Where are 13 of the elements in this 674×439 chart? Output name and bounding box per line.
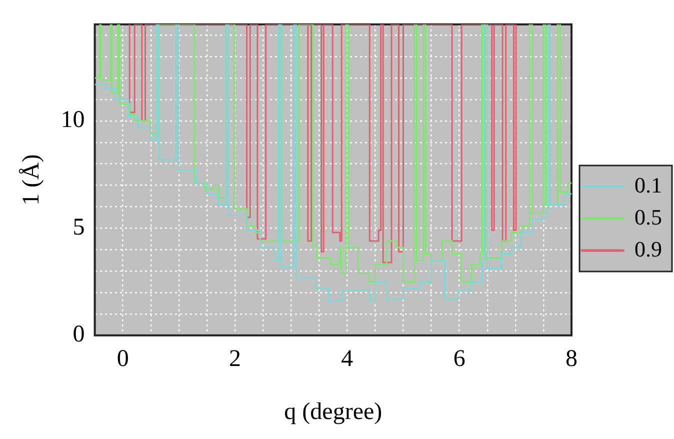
- y-tick-label: 0: [72, 322, 85, 348]
- x-tick-label: 6: [453, 346, 466, 372]
- y-axis-title: 1 (Å): [18, 154, 45, 206]
- x-axis-title: q (degree): [284, 398, 382, 425]
- legend-label: 0.1: [634, 172, 662, 198]
- x-tick-label: 8: [566, 346, 578, 372]
- legend-label: 0.9: [634, 236, 662, 262]
- x-tick-label: 4: [341, 346, 354, 372]
- y-tick-label: 10: [60, 107, 85, 134]
- x-tick-label: 0: [116, 346, 129, 372]
- y-tick-label: 5: [72, 214, 85, 240]
- legend-label: 0.5: [634, 204, 662, 230]
- x-tick-label: 2: [229, 346, 242, 372]
